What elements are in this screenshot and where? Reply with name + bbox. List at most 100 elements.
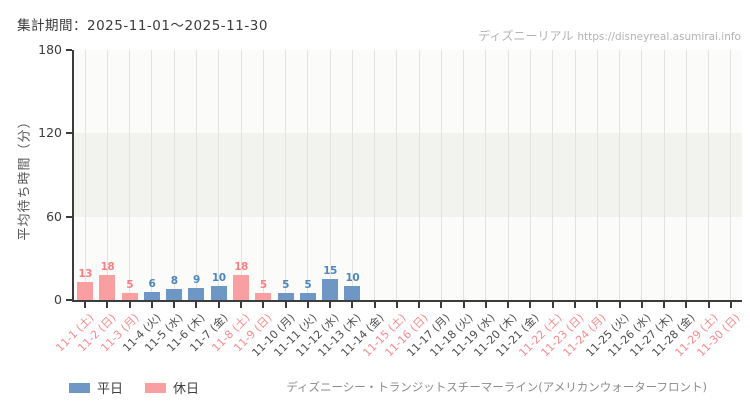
y-axis-tick-label: 60 bbox=[46, 208, 62, 224]
x-axis-tick bbox=[84, 302, 87, 308]
bar-value-label: 5 bbox=[282, 279, 289, 292]
x-axis-tick bbox=[240, 302, 242, 308]
vertical-gridline bbox=[552, 50, 554, 300]
vertical-gridline bbox=[641, 50, 643, 300]
bar-11-9[interactable] bbox=[255, 293, 272, 300]
y-axis-tick bbox=[66, 132, 72, 135]
x-axis-tick bbox=[529, 302, 532, 308]
site-name: ディズニーリアル bbox=[478, 29, 574, 43]
y-axis-tick bbox=[66, 49, 72, 51]
bar-value-label: 10 bbox=[211, 272, 226, 285]
vertical-gridline bbox=[106, 50, 108, 300]
vertical-gridline bbox=[329, 50, 331, 300]
x-axis-tick bbox=[173, 302, 176, 308]
x-axis-tick bbox=[596, 302, 599, 308]
x-axis-tick bbox=[106, 302, 109, 308]
y-axis-tick bbox=[66, 299, 72, 301]
vertical-gridline bbox=[440, 50, 442, 300]
x-axis-tick bbox=[462, 302, 465, 308]
x-axis-tick bbox=[351, 302, 354, 308]
y-axis-tick-label: 0 bbox=[54, 292, 62, 307]
bar-11-1[interactable] bbox=[77, 281, 94, 300]
x-axis-tick bbox=[640, 302, 643, 308]
bar-value-label: 18 bbox=[100, 261, 115, 273]
vertical-gridline bbox=[129, 50, 131, 300]
bar-value-label: 5 bbox=[304, 279, 312, 292]
vertical-gridline bbox=[730, 50, 732, 300]
bar-11-12[interactable] bbox=[322, 279, 339, 300]
x-axis-tick bbox=[707, 302, 710, 308]
vertical-gridline bbox=[240, 50, 242, 300]
legend-label-holiday: 休日 bbox=[173, 382, 200, 397]
vertical-gridline bbox=[507, 50, 509, 300]
vertical-gridline bbox=[262, 50, 264, 300]
x-axis-tick bbox=[284, 302, 287, 308]
x-axis-tick bbox=[373, 302, 376, 308]
vertical-gridline bbox=[485, 50, 487, 300]
x-axis-tick bbox=[306, 302, 309, 308]
vertical-gridline bbox=[151, 50, 153, 300]
vertical-gridline bbox=[418, 50, 420, 300]
x-axis-tick bbox=[262, 302, 265, 308]
y-axis-title: 平均待ち時間（分） bbox=[17, 114, 33, 241]
y-axis-tick bbox=[66, 215, 72, 218]
site-credit: ディズニーリアル https://disneyreal.asumirai.info bbox=[478, 27, 741, 44]
bar-11-5[interactable] bbox=[166, 288, 183, 300]
bar-11-8[interactable] bbox=[233, 275, 249, 300]
bar-11-10[interactable] bbox=[277, 293, 294, 300]
vertical-gridline bbox=[463, 50, 465, 300]
x-axis-tick bbox=[150, 302, 153, 308]
y-axis-tick-label: 180 bbox=[38, 42, 62, 57]
chart-plot-area: 0 60 120 180 13 18 5 6 8 9 10 18 5 5 5 15 10 bbox=[38, 42, 742, 308]
x-axis-tick bbox=[217, 302, 220, 308]
x-axis-tick bbox=[507, 302, 510, 308]
bar-11-7[interactable] bbox=[210, 286, 227, 300]
vertical-gridline bbox=[574, 50, 576, 300]
bar-value-label: 6 bbox=[148, 277, 156, 290]
bar-value-label: 13 bbox=[78, 267, 92, 280]
x-axis-tick bbox=[128, 302, 131, 308]
attraction-name: ディズニーシー・トランジットスチーマーライン(アメリカンウォーターフロント) bbox=[286, 380, 707, 394]
x-axis-tick bbox=[685, 302, 688, 308]
bar-value-label: 10 bbox=[345, 272, 360, 285]
vertical-gridline bbox=[663, 50, 665, 300]
legend-label-weekday: 平日 bbox=[97, 382, 124, 397]
bar-11-3[interactable] bbox=[121, 293, 138, 300]
y-axis-tick-label: 120 bbox=[38, 125, 62, 141]
holiday-color-swatch bbox=[145, 382, 167, 393]
site-url-link[interactable]: https://disneyreal.asumirai.info bbox=[577, 31, 741, 43]
bar-11-4[interactable] bbox=[143, 291, 160, 300]
bar-value-label: 8 bbox=[170, 274, 178, 287]
weekday-color-swatch bbox=[69, 382, 90, 393]
bar-11-11[interactable] bbox=[299, 293, 316, 300]
vertical-gridline bbox=[173, 50, 175, 300]
vertical-gridline bbox=[285, 50, 287, 300]
bar-value-label: 15 bbox=[323, 265, 337, 278]
x-axis-tick bbox=[418, 302, 421, 308]
vertical-gridline bbox=[351, 50, 353, 300]
bar-11-6[interactable] bbox=[188, 287, 205, 300]
vertical-gridline bbox=[84, 50, 86, 300]
x-axis-tick bbox=[574, 302, 576, 308]
y-band-60-120 bbox=[74, 133, 742, 217]
bar-11-2[interactable] bbox=[99, 275, 116, 300]
x-axis-tick bbox=[395, 302, 398, 308]
x-axis-tick bbox=[484, 302, 487, 308]
vertical-gridline bbox=[195, 50, 197, 300]
x-axis-labels: 11-1 (土) 11-2 (日) 11-3 (月) 11-4 (火) 11-5 (水)… bbox=[53, 311, 742, 374]
vertical-gridline bbox=[218, 50, 220, 300]
x-axis-tick bbox=[551, 302, 554, 308]
x-axis-tick bbox=[440, 302, 443, 308]
bar-11-13[interactable] bbox=[344, 286, 361, 300]
vertical-gridline bbox=[529, 50, 531, 300]
vertical-gridline bbox=[596, 50, 598, 300]
x-axis-tick bbox=[618, 302, 621, 308]
legend-item-holiday[interactable]: 休日 bbox=[145, 378, 199, 397]
bar-value-label: 5 bbox=[259, 279, 267, 292]
vertical-gridline bbox=[619, 50, 621, 300]
vertical-gridline bbox=[307, 50, 309, 300]
bar-value-label: 9 bbox=[193, 273, 200, 286]
x-axis-tick bbox=[195, 302, 198, 308]
legend-item-weekday[interactable]: 平日 bbox=[69, 378, 123, 397]
